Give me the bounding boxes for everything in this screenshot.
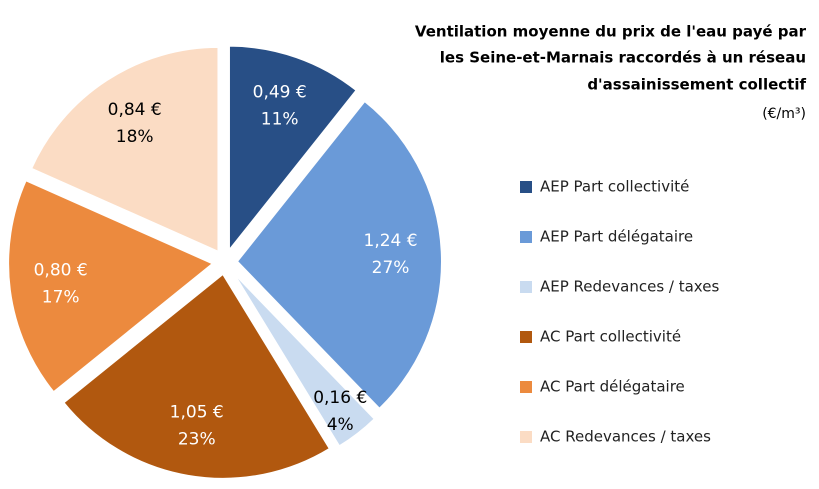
pie-slice [227, 44, 359, 254]
legend-label: AEP Redevances / taxes [540, 278, 719, 296]
legend-label: AEP Part collectivité [540, 178, 689, 196]
data-label: 1,05 € [170, 402, 224, 422]
legend-label: AC Part collectivité [540, 328, 681, 346]
data-label: 1,24 € [364, 231, 418, 251]
data-label: 0,84 € [108, 100, 162, 120]
pie-slice [62, 272, 332, 480]
data-label: 23% [178, 429, 216, 449]
pie-slice [29, 45, 220, 254]
chart-title: Ventilation moyenne du prix de l'eau pay… [415, 23, 807, 41]
chart-title: les Seine-et-Marnais raccordés à un rése… [440, 49, 806, 67]
data-label: 0,16 € [313, 388, 367, 408]
data-label: 17% [42, 288, 80, 308]
data-label: 27% [372, 258, 410, 278]
data-label: 11% [261, 110, 299, 130]
legend-swatch [520, 431, 532, 443]
legend-swatch [520, 231, 532, 243]
legend-label: AEP Part délégataire [540, 228, 693, 246]
legend-swatch [520, 381, 532, 393]
legend-swatch [520, 181, 532, 193]
pie-slice [7, 178, 216, 394]
pie-slice [235, 99, 443, 411]
legend-swatch [520, 331, 532, 343]
chart-title: d'assainissement collectif [587, 76, 806, 94]
chart-subtitle: (€/m³) [762, 106, 806, 122]
data-label: 4% [327, 415, 354, 435]
legend-label: AC Redevances / taxes [540, 428, 711, 446]
legend-label: AC Part délégataire [540, 378, 685, 396]
data-label: 0,49 € [253, 83, 307, 103]
pie-slice [231, 270, 377, 448]
legend-swatch [520, 281, 532, 293]
data-label: 18% [116, 127, 154, 147]
data-label: 0,80 € [34, 261, 88, 281]
